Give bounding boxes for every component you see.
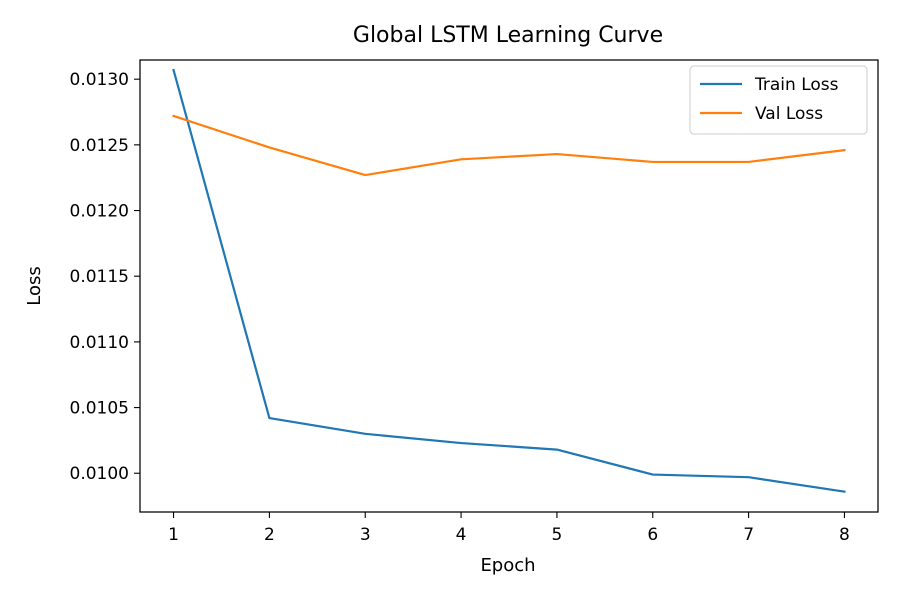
x-tick-label: 5 <box>552 525 563 545</box>
y-tick-label: 0.0115 <box>70 267 129 287</box>
x-tick-label: 4 <box>456 525 467 545</box>
x-tick-label: 1 <box>168 525 179 545</box>
plot-area <box>172 68 846 493</box>
y-tick-label: 0.0130 <box>70 70 129 90</box>
x-tick-label: 8 <box>839 525 850 545</box>
x-tick-label: 6 <box>647 525 658 545</box>
y-tick-label: 0.0125 <box>70 136 129 156</box>
y-tick-label: 0.0105 <box>70 399 129 419</box>
y-axis-label: Loss <box>24 266 45 305</box>
y-tick-label: 0.0100 <box>70 464 129 484</box>
series-line-train-loss <box>172 68 846 493</box>
axes-frame <box>139 59 879 513</box>
chart-title: Global LSTM Learning Curve <box>353 23 663 48</box>
x-axis: 1 2 3 4 5 6 7 8 <box>168 512 850 545</box>
x-tick-label: 3 <box>360 525 371 545</box>
x-tick-label: 7 <box>743 525 754 545</box>
x-tick-label: 2 <box>264 525 275 545</box>
legend-label: Train Loss <box>754 75 839 95</box>
y-tick-label: 0.0110 <box>70 333 129 353</box>
y-tick-label: 0.0120 <box>70 202 129 222</box>
legend-label: Val Loss <box>755 104 823 124</box>
series-line-val-loss <box>172 114 846 177</box>
y-axis: 0.0100 0.0105 0.0110 0.0115 0.0120 0.0125 0.01… <box>70 70 140 484</box>
x-axis-label: Epoch <box>480 555 535 576</box>
legend: Train Loss Val Loss <box>689 65 868 135</box>
